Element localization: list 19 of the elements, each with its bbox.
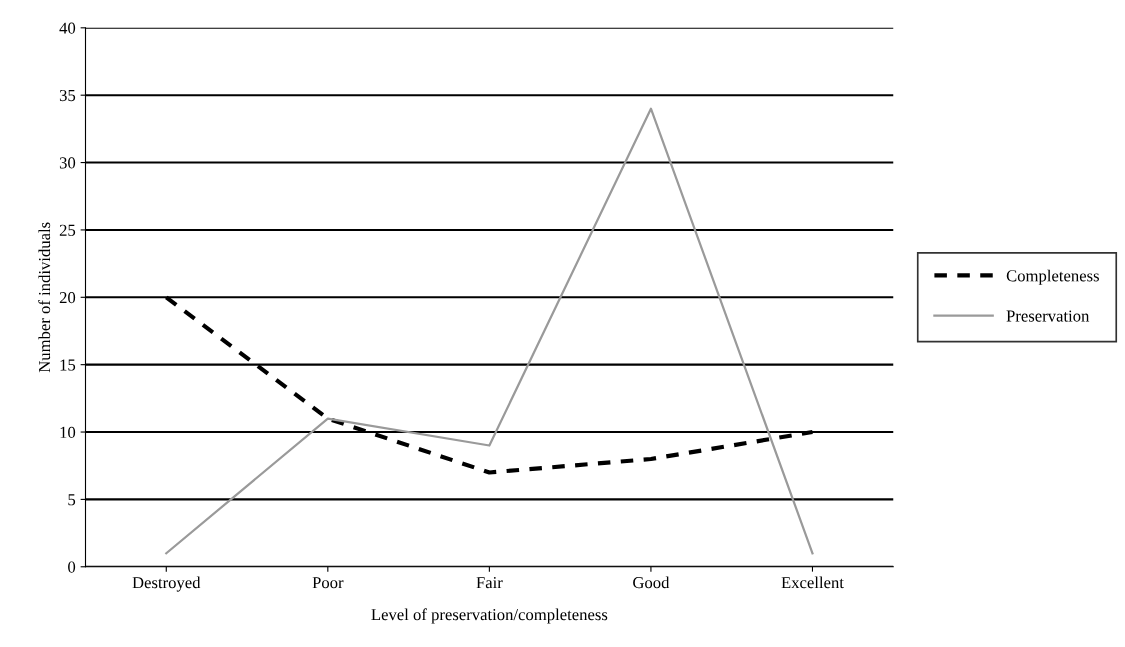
y-tick-label: 30 [59, 157, 76, 169]
line-series [165, 107, 814, 555]
x-axis-title: Level of preservation/completeness [371, 608, 608, 624]
legend-label: Preservation [1006, 310, 1090, 322]
y-tick-label: 25 [59, 224, 76, 236]
y-tick-label: 15 [60, 359, 76, 371]
y-tick-label: 40 [59, 22, 76, 34]
y-tick-label: 35 [59, 89, 76, 102]
x-tick-label: Destroyed [132, 576, 201, 592]
y-tick-label: 0 [68, 561, 76, 573]
y-tick-label: 5 [68, 494, 76, 506]
x-tick-label: Poor [312, 577, 344, 589]
y-axis-title: Number of individuals [38, 222, 51, 373]
legend-label: Completeness [1006, 269, 1099, 285]
x-tick-label: Good [633, 576, 670, 589]
x-tick-label: Fair [476, 577, 503, 589]
y-tick-label: 10 [60, 426, 76, 438]
x-tick-label: Excellent [781, 576, 844, 589]
y-tick-label: 20 [59, 292, 76, 304]
